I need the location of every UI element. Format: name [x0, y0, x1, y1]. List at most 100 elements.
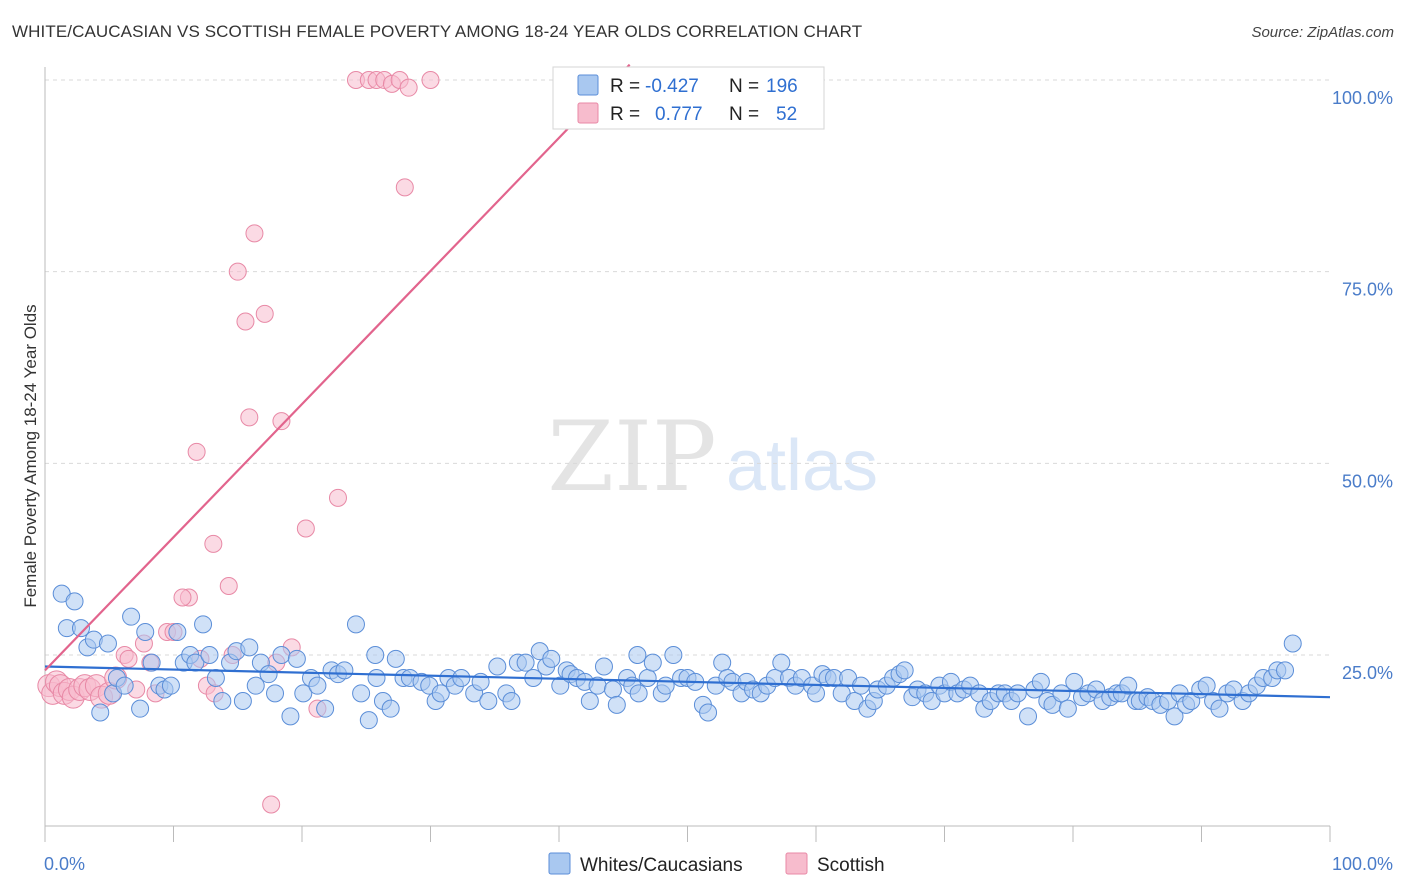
white-point	[542, 649, 561, 668]
white-point	[98, 634, 117, 653]
white-point	[1276, 661, 1295, 680]
scottish-point	[296, 519, 315, 538]
white-trend-line	[44, 665, 1331, 699]
white-point	[1210, 699, 1229, 718]
white-point	[452, 669, 471, 687]
stats-n-value-scottish: 52	[776, 104, 797, 125]
x-tick-labels: 0.0% 100.0%	[44, 854, 1393, 874]
white-point	[603, 680, 622, 699]
white-point	[1165, 707, 1184, 726]
white-point	[240, 638, 259, 657]
white-points	[52, 584, 1302, 730]
white-point	[594, 657, 613, 676]
white-point	[281, 707, 300, 726]
white-point	[346, 615, 365, 634]
chart-source: Source: ZipAtlas.com	[1251, 24, 1394, 41]
y-tick-label: 50.0%	[1342, 471, 1393, 491]
white-point	[656, 676, 675, 695]
white-point	[1065, 672, 1084, 691]
x-tick-label: 0.0%	[44, 854, 85, 874]
white-point	[294, 684, 313, 703]
scottish-point	[119, 649, 138, 668]
white-point	[772, 653, 791, 672]
white-point	[65, 592, 84, 611]
white-point	[1197, 676, 1216, 695]
white-point	[122, 607, 141, 626]
scottish-point	[399, 78, 418, 97]
white-point	[131, 699, 150, 718]
scottish-point	[255, 304, 274, 323]
white-point	[895, 661, 914, 680]
white-point	[366, 646, 385, 664]
scottish-point	[272, 412, 291, 431]
white-point	[246, 676, 265, 695]
white-point	[488, 657, 507, 676]
stats-r-label-white: R =	[610, 76, 640, 97]
white-point	[713, 653, 732, 672]
white-point	[386, 649, 405, 668]
trend-lines	[44, 63, 1331, 699]
legend-label-white: Whites/Caucasians	[580, 855, 743, 876]
white-point	[91, 703, 110, 722]
bottom-legend: Whites/Caucasians Scottish	[548, 852, 885, 876]
watermark-atlas: atlas	[726, 426, 878, 506]
white-point	[142, 653, 161, 672]
scottish-point	[262, 795, 281, 814]
y-axis-label: Female Poverty Among 18-24 Year Olds	[21, 304, 40, 607]
stats-n-label-white: N =	[729, 76, 759, 97]
white-point	[638, 669, 657, 687]
scottish-point	[187, 442, 206, 461]
white-point	[479, 692, 498, 710]
white-point	[580, 692, 599, 710]
scottish-point	[328, 488, 347, 507]
watermark-zip: ZIP	[547, 401, 716, 513]
y-tick-labels: 25.0% 50.0% 75.0% 100.0%	[1332, 88, 1393, 683]
x-tick-label: 100.0%	[1332, 854, 1393, 874]
chart-title: WHITE/CAUCASIAN VS SCOTTISH FEMALE POVER…	[12, 22, 863, 41]
white-point	[1008, 684, 1027, 703]
white-point	[200, 646, 219, 664]
legend-swatch-white	[548, 852, 571, 875]
scottish-point	[219, 577, 238, 595]
white-point	[335, 661, 354, 680]
white-point	[629, 684, 648, 703]
white-point	[1058, 699, 1077, 718]
white-point	[259, 665, 278, 684]
white-point	[1119, 676, 1138, 695]
white-point	[431, 684, 450, 703]
white-point	[287, 649, 306, 668]
y-tick-label: 25.0%	[1342, 663, 1393, 683]
white-point	[628, 646, 647, 664]
scottish-point	[236, 312, 255, 331]
stats-legend-swatch-scottish	[577, 102, 599, 124]
scottish-point	[228, 262, 247, 281]
white-point	[266, 684, 285, 703]
white-point	[1052, 684, 1071, 703]
white-point	[807, 684, 825, 703]
white-point	[308, 676, 327, 695]
white-point	[71, 619, 90, 638]
white-point	[502, 692, 521, 710]
white-point	[316, 699, 335, 718]
white-point	[272, 646, 291, 664]
stats-legend-swatch-white	[577, 74, 599, 96]
stats-r-value-scottish: 0.777	[655, 104, 703, 125]
scottish-point	[421, 71, 440, 89]
scottish-point	[395, 178, 414, 197]
white-point	[664, 646, 683, 664]
white-point	[381, 699, 400, 718]
white-point	[194, 615, 213, 634]
gridlines	[45, 79, 1330, 656]
white-point	[136, 623, 155, 641]
white-point	[1283, 634, 1302, 653]
y-tick-label: 100.0%	[1332, 88, 1393, 108]
white-point	[643, 653, 662, 672]
scottish-point	[173, 588, 192, 607]
white-point	[161, 676, 180, 695]
white-point	[699, 703, 718, 722]
stats-r-value-white: -0.427	[645, 76, 699, 97]
white-point	[367, 669, 386, 687]
white-point	[1031, 672, 1050, 691]
white-point	[213, 692, 232, 710]
